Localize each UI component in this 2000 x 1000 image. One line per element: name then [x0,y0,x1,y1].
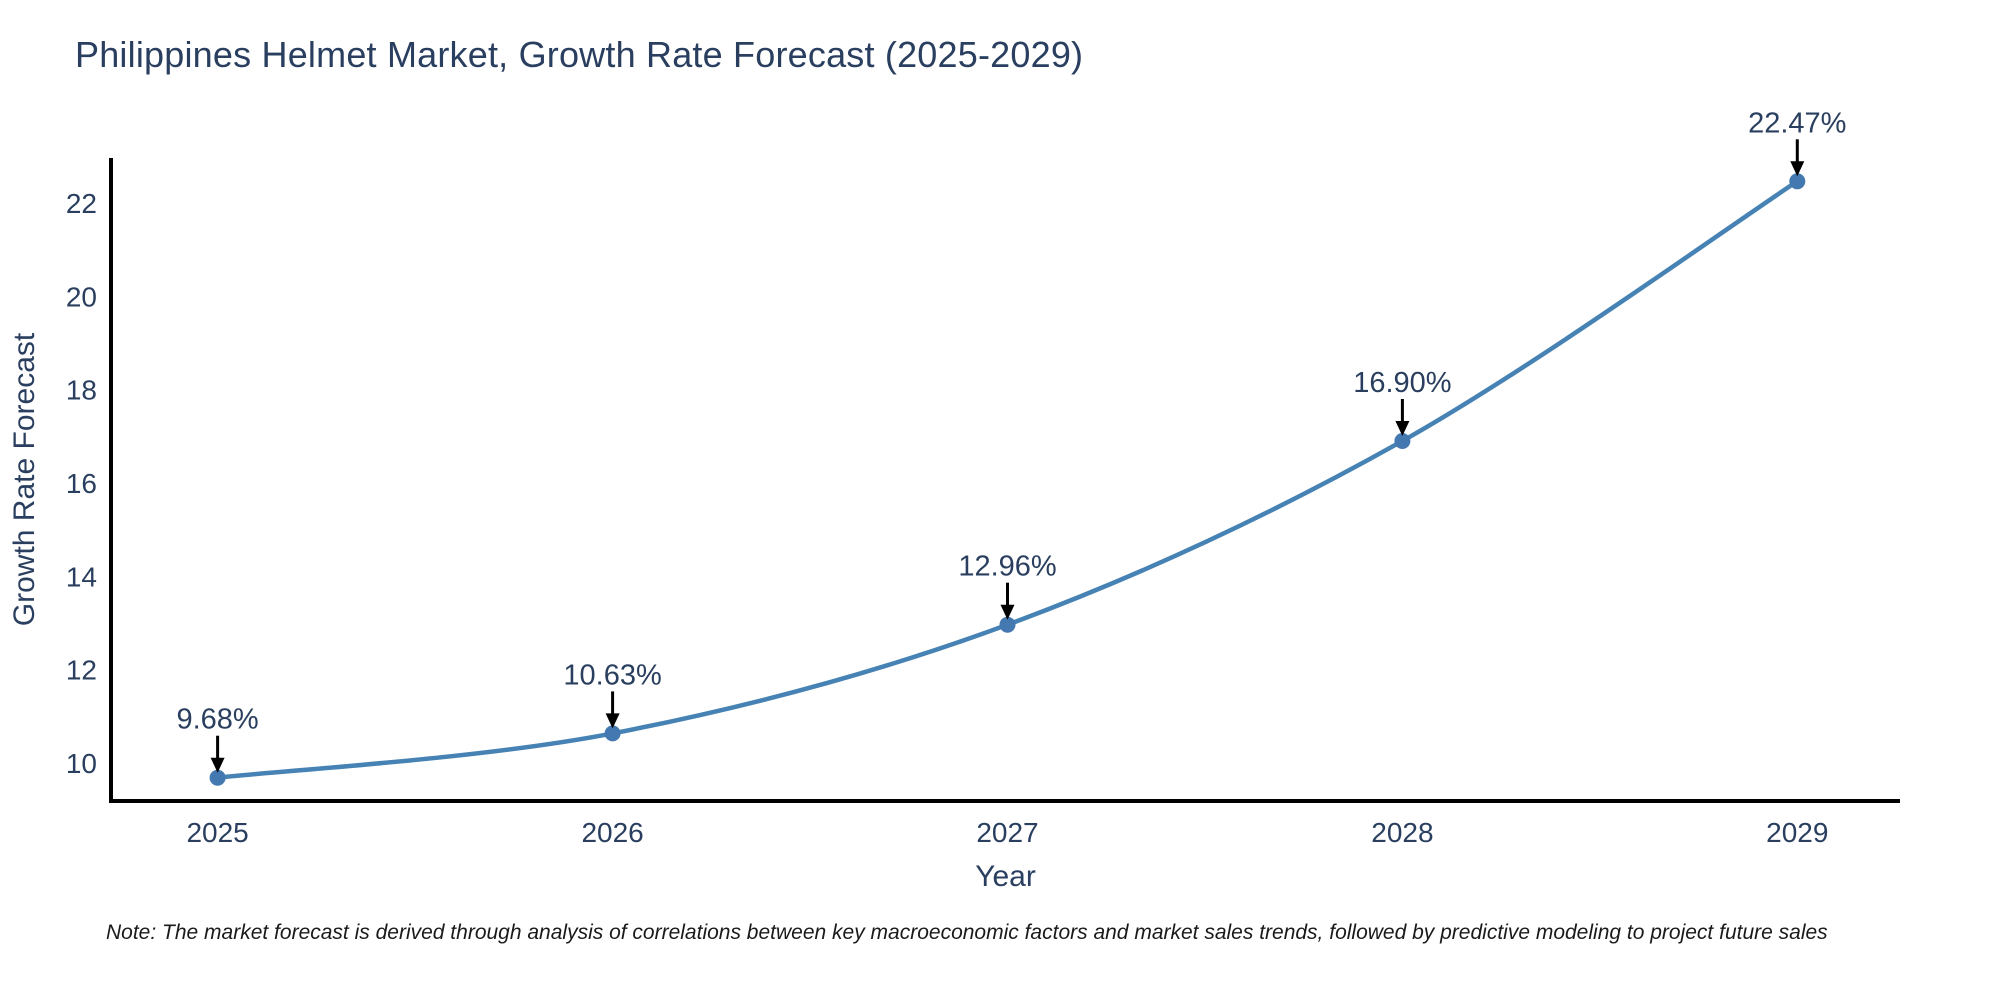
x-tick-label: 2029 [1766,817,1828,848]
x-tick-label: 2025 [186,817,248,848]
data-point-marker [604,725,621,742]
y-tick-label: 18 [66,375,97,406]
y-tick-label: 14 [66,561,97,592]
annotation-arrow-head-icon [1000,604,1015,620]
x-tick-label: 2026 [581,817,643,848]
x-tick-label: 2028 [1371,817,1433,848]
series-line [215,179,1800,780]
point-label: 12.96% [958,551,1056,583]
annotation-arrow-head-icon [210,757,225,773]
annotation-arrow-head-icon [1395,421,1410,436]
y-tick-label: 16 [66,468,97,499]
data-point-marker [209,769,226,786]
x-tick-label: 2027 [976,817,1038,848]
y-tick-label: 10 [66,748,97,779]
data-point-marker [1394,433,1411,449]
data-point-marker [999,616,1016,633]
y-tick-label: 20 [66,282,97,313]
chart-title: Philippines Helmet Market, Growth Rate F… [75,34,1084,75]
data-point-marker [1789,173,1806,190]
y-axis-title: Growth Rate Forecast [8,332,41,626]
x-axis-title: Year [975,860,1036,893]
annotation-arrow-head-icon [1790,161,1805,177]
annotation-arrow-head-icon [605,713,620,729]
point-label: 16.90% [1353,367,1451,399]
point-label: 9.68% [176,704,258,736]
y-tick-label: 22 [66,188,97,219]
point-label: 22.47% [1748,107,1846,139]
y-tick-label: 12 [66,655,97,686]
footnote: Note: The market forecast is derived thr… [106,921,1828,944]
point-label: 10.63% [563,659,661,691]
